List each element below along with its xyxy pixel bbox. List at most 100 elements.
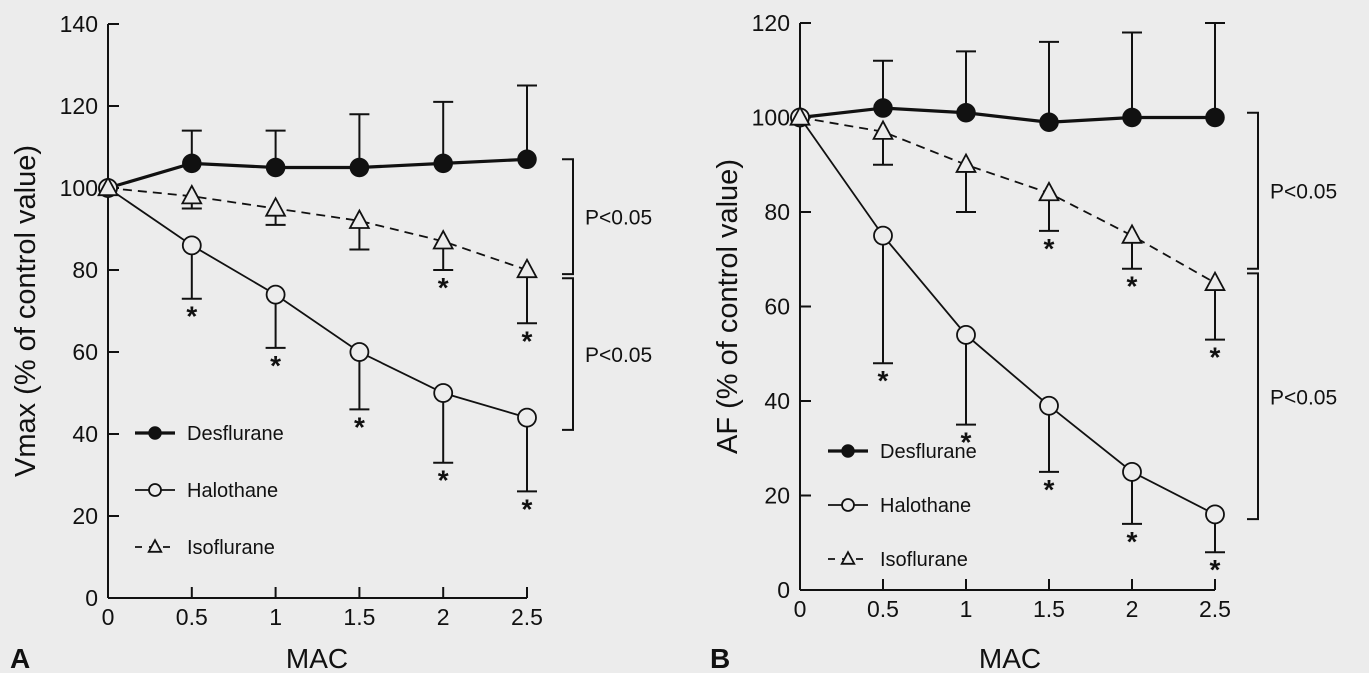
y-tick-label: 20 <box>72 503 98 529</box>
y-tick-label: 100 <box>752 105 790 131</box>
legend-label: Desflurane <box>187 423 284 445</box>
bracket-label: P<0.05 <box>585 344 652 367</box>
series-line-isoflurane <box>799 116 1216 284</box>
data-point-halothane <box>517 407 537 428</box>
data-point-desflurane <box>1205 107 1225 128</box>
data-point-isoflurane <box>789 105 811 126</box>
data-point-halothane <box>873 225 893 246</box>
x-tick-label: 0 <box>794 596 807 622</box>
legend-item-desflurane: Desflurane <box>135 423 284 445</box>
data-point-desflurane <box>1122 107 1142 128</box>
y-tick-label: 120 <box>752 10 790 36</box>
data-point-desflurane <box>1039 112 1059 132</box>
x-axis-label: MAC <box>286 643 348 673</box>
x-tick-label: 0 <box>102 604 115 630</box>
legend-item-halothane: Halothane <box>828 495 971 517</box>
significance-asterisk: * <box>522 493 533 524</box>
y-tick-label: 60 <box>72 339 98 365</box>
x-tick-label: 2 <box>437 604 450 630</box>
data-point-halothane <box>433 383 454 403</box>
data-point-desflurane <box>433 153 453 174</box>
data-point-isoflurane <box>180 184 203 205</box>
data-point-isoflurane <box>1038 180 1060 202</box>
significance-asterisk: * <box>186 301 197 332</box>
legend-item-halothane: Halothane <box>135 480 278 502</box>
legend-item-isoflurane: Isoflurane <box>828 549 968 571</box>
significance-bracket <box>562 277 574 431</box>
series-line-halothane <box>799 116 1216 516</box>
data-point-desflurane <box>349 157 370 178</box>
legend-swatch-marker <box>841 498 855 512</box>
data-point-desflurane <box>182 153 202 174</box>
significance-asterisk: * <box>270 350 281 381</box>
series-line-halothane <box>107 187 528 419</box>
legend-label: Halothane <box>880 495 971 517</box>
significance-asterisk: * <box>522 325 533 356</box>
data-point-isoflurane <box>97 175 119 197</box>
legend-swatch-marker <box>840 550 856 565</box>
y-tick-label: 0 <box>85 585 98 611</box>
bracket-label: P<0.05 <box>1270 181 1337 204</box>
significance-asterisk: * <box>354 411 365 442</box>
significance-asterisk: * <box>438 272 449 303</box>
significance-asterisk: * <box>1210 342 1221 373</box>
y-tick-label: 0 <box>777 577 790 603</box>
data-point-isoflurane <box>516 257 538 279</box>
x-tick-label: 1.5 <box>343 604 375 630</box>
legend-item-isoflurane: Isoflurane <box>135 537 275 559</box>
significance-bracket <box>1247 111 1259 270</box>
significance-asterisk: * <box>438 465 449 496</box>
legend-swatch-marker <box>841 444 855 458</box>
data-point-halothane <box>1039 395 1059 416</box>
x-tick-label: 1 <box>269 604 282 630</box>
significance-asterisk: * <box>1044 233 1055 264</box>
significance-asterisk: * <box>961 427 972 458</box>
data-point-halothane <box>1122 461 1142 482</box>
x-tick-label: 2 <box>1126 596 1139 622</box>
legend-label: Isoflurane <box>880 549 968 571</box>
data-point-desflurane <box>517 149 537 170</box>
significance-asterisk: * <box>1127 526 1138 557</box>
data-point-isoflurane <box>1204 270 1226 291</box>
data-point-halothane <box>181 235 202 256</box>
significance-asterisk: * <box>1127 271 1138 302</box>
y-axis-label: Vmax (% of control value) <box>10 145 42 477</box>
x-tick-label: 1.5 <box>1033 596 1065 622</box>
significance-asterisk: * <box>1044 474 1055 505</box>
y-axis-label: AF (% of control value) <box>712 159 744 454</box>
data-point-desflurane <box>265 157 286 178</box>
significance-bracket <box>562 158 574 276</box>
x-tick-label: 1 <box>960 596 973 622</box>
bracket-label: P<0.05 <box>585 207 652 230</box>
data-point-isoflurane <box>872 119 894 140</box>
significance-asterisk: * <box>1210 554 1221 585</box>
chart-panel-a: 0 20 40 60 80 100 120 140 0 0.5 1 1.5 2 2.5 MAC Vmax (%… <box>10 11 652 673</box>
data-point-halothane <box>1205 504 1225 525</box>
x-tick-label: 2.5 <box>511 604 543 630</box>
x-tick-label: 0.5 <box>176 604 208 630</box>
significance-asterisk: * <box>878 365 889 396</box>
legend-swatch-marker <box>148 483 162 497</box>
y-tick-label: 100 <box>60 175 98 201</box>
y-tick-label: 80 <box>72 257 98 283</box>
legend-item-desflurane: Desflurane <box>828 441 977 463</box>
y-tick-label: 140 <box>60 11 98 37</box>
series-line-desflurane <box>107 157 528 190</box>
y-tick-label: 40 <box>764 388 790 414</box>
legend-swatch-marker <box>147 538 163 553</box>
significance-bracket <box>1247 272 1259 521</box>
bracket-label: P<0.05 <box>1270 386 1337 409</box>
data-point-halothane <box>265 284 286 305</box>
data-point-desflurane <box>956 103 976 123</box>
data-point-isoflurane <box>955 152 977 173</box>
y-tick-label: 40 <box>72 421 98 447</box>
data-point-desflurane <box>873 98 893 118</box>
legend-label: Halothane <box>187 480 278 502</box>
x-axis-label: MAC <box>979 643 1041 673</box>
legend-label: Desflurane <box>880 441 977 463</box>
legend-label: Isoflurane <box>187 537 275 559</box>
data-point-halothane <box>956 324 976 345</box>
